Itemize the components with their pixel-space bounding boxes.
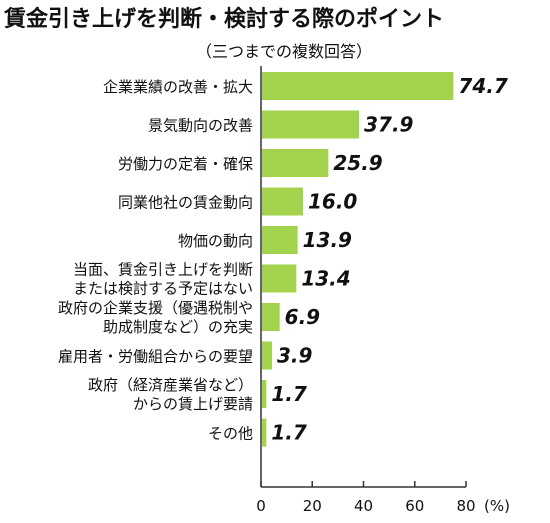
x-tick-label: 60	[405, 497, 424, 515]
category-label: 同業他社の賃金動向	[118, 194, 253, 212]
bar	[262, 303, 280, 331]
x-axis-unit: (%)	[484, 497, 510, 515]
x-tick-label: 20	[303, 497, 322, 515]
plot-area: 0 20 40 60 80 (%) 74.7 企業業績の改善・拡大 37.9 景気動向の改善 25.…	[58, 66, 510, 515]
category-label: 物価の動向	[178, 232, 253, 250]
bar	[262, 418, 267, 447]
x-tick-label: 80	[456, 497, 475, 515]
bar	[262, 110, 360, 139]
category-label: 政府（経済産業省など）	[88, 376, 253, 394]
category-label: 当面、賃金引き上げを判断	[73, 261, 253, 279]
value-label: 1.7	[271, 382, 307, 406]
category-label: 企業業績の改善・拡大	[103, 78, 253, 96]
bar	[262, 264, 297, 293]
category-label: 景気動向の改善	[148, 117, 253, 135]
value-label: 25.9	[333, 151, 382, 175]
value-label: 6.9	[285, 305, 321, 329]
bar	[262, 187, 303, 216]
bar	[262, 380, 267, 408]
chart-subtitle: （三つまでの複数回答）	[196, 42, 372, 61]
category-label: または検討する予定はない	[73, 280, 253, 298]
value-label: 37.9	[364, 113, 413, 137]
bar	[262, 341, 272, 370]
category-label: 政府の企業支援（優遇税制や	[58, 299, 253, 317]
value-label: 3.9	[277, 344, 313, 368]
category-label: からの賃上げ要請	[133, 395, 253, 413]
x-tick-label: 0	[256, 497, 266, 515]
bar	[262, 72, 454, 100]
value-label: 16.0	[308, 190, 357, 214]
bar	[262, 226, 298, 254]
x-tick-label: 40	[354, 497, 373, 515]
category-label: 助成制度など）の充実	[103, 318, 253, 336]
bar	[262, 149, 329, 177]
chart-title: 賃金引き上げを判断・検討する際のポイント	[3, 6, 444, 32]
value-label: 13.9	[303, 228, 352, 252]
value-label: 13.4	[301, 267, 350, 291]
category-label: その他	[208, 425, 253, 443]
category-label: 雇用者・労働組合からの要望	[58, 348, 253, 366]
value-label: 74.7	[458, 74, 507, 98]
value-label: 1.7	[271, 421, 307, 445]
category-label: 労働力の定着・確保	[118, 155, 253, 173]
